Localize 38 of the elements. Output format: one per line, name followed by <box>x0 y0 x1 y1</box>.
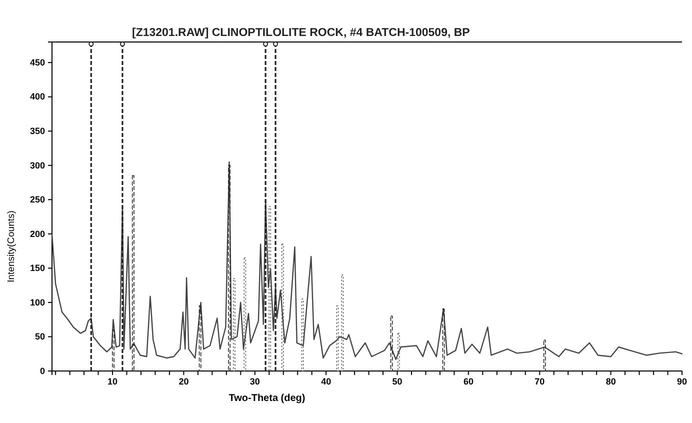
x-tick-label: 20 <box>178 376 189 386</box>
bar <box>442 308 445 372</box>
y-tick-label: 250 <box>30 194 45 205</box>
bar <box>397 332 400 372</box>
x-tick-label: 90 <box>676 376 688 386</box>
bar <box>341 274 344 372</box>
y-tick-label: 350 <box>30 126 45 136</box>
bar <box>198 305 202 372</box>
bar <box>112 329 114 372</box>
x-tick-label: 50 <box>392 376 402 386</box>
bar <box>301 298 304 372</box>
y-tick-label: 400 <box>30 92 45 102</box>
bar <box>543 340 546 372</box>
y-tick-label: 100 <box>30 297 45 308</box>
x-tick-label: 10 <box>108 376 118 386</box>
bar <box>268 206 272 372</box>
x-tick-label: 60 <box>463 376 474 386</box>
bar <box>132 175 134 372</box>
line-series <box>51 161 683 360</box>
chart-title: [Z13201.RAW] CLINOPTILOLITE ROCK, #4 BATCH-100509, BP <box>132 27 470 39</box>
x-tick-label: 30 <box>250 376 260 386</box>
y-tick-label: 450 <box>30 57 45 68</box>
x-axis-title: Two-Theta (deg) <box>228 393 306 404</box>
bar <box>244 258 246 372</box>
bar <box>281 244 284 372</box>
y-tick-label: 200 <box>30 228 45 239</box>
x-tick-label: 70 <box>534 376 545 386</box>
x-tick-label: 40 <box>321 376 332 386</box>
bar <box>390 316 393 372</box>
x-tick-label: 80 <box>606 376 616 386</box>
y-axis-title: Intensity(Counts) <box>6 210 17 282</box>
bar <box>233 278 236 372</box>
y-tick-label: 0 <box>40 366 45 376</box>
y-tick-label: 150 <box>30 263 45 274</box>
bar <box>336 305 339 372</box>
y-tick-label: 300 <box>30 160 45 170</box>
bar <box>228 164 230 372</box>
y-tick-label: 50 <box>34 332 45 342</box>
